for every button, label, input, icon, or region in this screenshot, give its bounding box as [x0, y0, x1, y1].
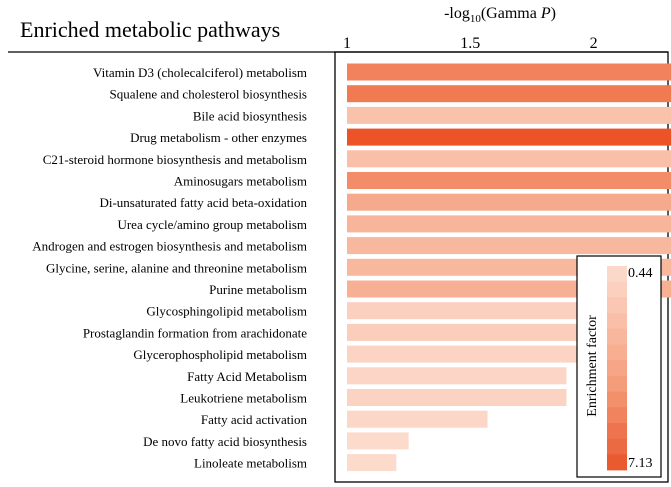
legend-step	[607, 344, 627, 361]
category-label: Vitamin D3 (cholecalciferol) metabolism	[93, 65, 307, 80]
legend-step	[607, 360, 627, 377]
legend-min-label: 0.44	[628, 266, 653, 281]
legend-step	[607, 438, 627, 455]
category-label: De novo fatty acid biosynthesis	[143, 434, 307, 449]
legend-step	[607, 297, 627, 314]
legend-step	[607, 266, 627, 283]
legend-step	[607, 328, 627, 345]
bars	[347, 63, 671, 472]
category-label: Fatty acid activation	[201, 412, 308, 427]
category-label: C21-steroid hormone biosynthesis and met…	[43, 152, 307, 167]
bar	[347, 215, 671, 233]
category-label: Glycine, serine, alanine and threonine m…	[46, 260, 307, 275]
bar	[347, 172, 671, 189]
legend-step	[607, 391, 627, 408]
legend-max-label: 7.13	[628, 456, 653, 471]
x-axis-label-prefix: -log	[444, 5, 470, 22]
category-label: Drug metabolism - other enzymes	[130, 130, 307, 145]
x-tick-label: 2	[590, 35, 598, 52]
x-axis-label-suffix: )	[551, 5, 556, 22]
chart-title: Enriched metabolic pathways	[20, 17, 280, 42]
legend: Enrichment factor 0.44 7.13	[576, 255, 662, 478]
category-label: Prostaglandin formation from arachidonat…	[83, 325, 307, 340]
bar	[347, 323, 636, 341]
category-label: Di-unsaturated fatty acid beta-oxidation	[99, 195, 307, 210]
category-label: Linoleate metabolism	[194, 456, 307, 471]
bar	[347, 85, 671, 103]
legend-step	[607, 407, 627, 424]
x-tick-label: 1.5	[460, 35, 480, 52]
category-label: Purine metabolism	[209, 282, 307, 297]
x-tick-label: 1	[343, 35, 351, 52]
bar	[347, 410, 488, 428]
bar	[347, 237, 671, 255]
x-axis-ticks: 11.522.533.5	[343, 35, 598, 52]
category-label: Glycerophospholipid metabolism	[133, 347, 307, 362]
category-label: Fatty Acid Metabolism	[187, 369, 307, 384]
legend-step	[607, 454, 627, 471]
legend-step	[607, 281, 627, 298]
legend-step	[607, 422, 627, 440]
bar	[347, 193, 671, 211]
category-label: Bile acid biosynthesis	[193, 108, 307, 123]
x-axis-label-mid: (Gamma	[481, 5, 541, 22]
bar	[347, 128, 671, 146]
category-label: Squalene and cholesterol biosynthesis	[110, 87, 308, 102]
category-label: Urea cycle/amino group metabolism	[117, 217, 307, 232]
category-label: Leukotriene metabolism	[180, 391, 307, 406]
category-label: Aminosugars metabolism	[174, 174, 307, 189]
legend-step	[607, 375, 627, 392]
bar	[347, 63, 671, 81]
bar	[347, 106, 671, 124]
legend-color-steps	[607, 266, 627, 471]
bar	[347, 150, 671, 168]
bar	[347, 432, 409, 450]
bar	[347, 302, 636, 320]
category-label: Glycosphingolipid metabolism	[146, 304, 307, 319]
bar	[347, 389, 567, 406]
bar	[347, 454, 397, 472]
bar	[347, 367, 567, 385]
category-labels: Vitamin D3 (cholecalciferol) metabolism S…	[32, 65, 307, 471]
bar	[347, 345, 584, 363]
legend-step	[607, 313, 627, 330]
category-label: Androgen and estrogen biosynthesis and m…	[32, 239, 307, 254]
x-axis-label: -log10(Gamma P)	[444, 5, 556, 25]
x-axis-label-subscript: 10	[470, 13, 482, 25]
x-axis-label-italic: P	[540, 5, 551, 22]
legend-title: Enrichment factor	[585, 315, 600, 417]
